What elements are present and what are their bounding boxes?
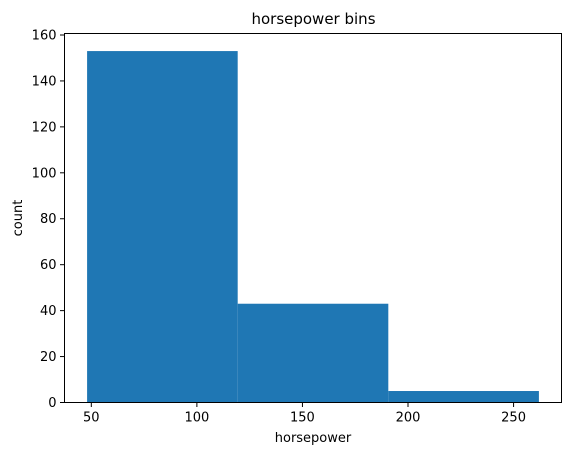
y-tick-label: 20 xyxy=(40,350,57,365)
x-tick-label: 150 xyxy=(290,411,315,426)
y-tick-label: 100 xyxy=(32,166,57,181)
y-axis-label: count xyxy=(11,200,26,237)
histogram-bar-3 xyxy=(388,391,539,403)
chart-title: horsepower bins xyxy=(251,10,375,28)
y-tick-label: 60 xyxy=(40,258,57,273)
histogram-bar-2 xyxy=(237,303,389,403)
y-tick-label: 120 xyxy=(32,120,57,135)
x-tick-label: 50 xyxy=(83,411,100,426)
y-tick-label: 0 xyxy=(48,396,56,411)
y-tick-label: 160 xyxy=(32,28,57,43)
x-axis-label: horsepower xyxy=(275,431,352,446)
y-tick-label: 140 xyxy=(32,74,57,89)
histogram-bar-1 xyxy=(87,51,238,403)
y-tick-label: 80 xyxy=(40,212,57,227)
x-tick-label: 100 xyxy=(184,411,209,426)
x-tick-label: 250 xyxy=(501,411,526,426)
y-tick-label: 40 xyxy=(40,304,57,319)
y-axis-ticks: 0 20 40 60 80 100 120 140 160 xyxy=(32,28,65,411)
x-axis-ticks: 50 100 150 200 250 xyxy=(83,402,526,426)
bars-group xyxy=(87,51,539,403)
plot-frame xyxy=(64,33,562,403)
x-tick-label: 200 xyxy=(396,411,421,426)
